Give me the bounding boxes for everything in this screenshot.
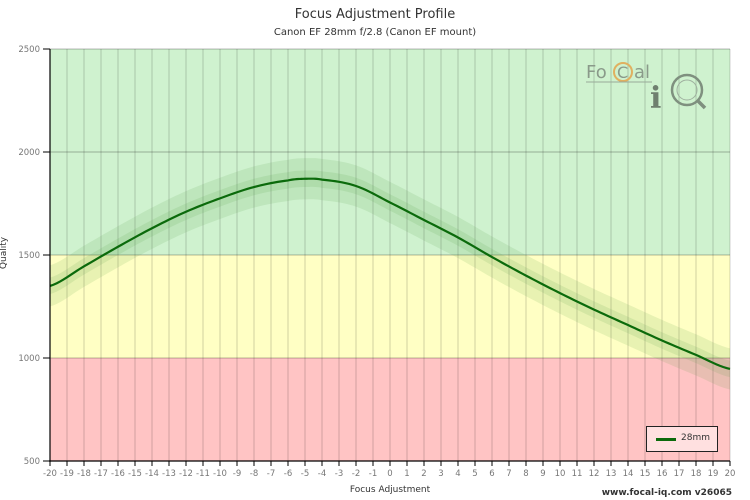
x-tick-label: 13 <box>606 469 617 479</box>
svg-text:i: i <box>650 81 661 116</box>
x-tick-label: 20 <box>725 469 736 479</box>
x-tick-label: -6 <box>284 469 292 479</box>
y-tick-label: 500 <box>24 457 40 467</box>
x-tick-label: -4 <box>318 469 326 479</box>
y-tick-label: 2500 <box>18 45 40 55</box>
x-tick-label: 19 <box>708 469 719 479</box>
x-tick-label: -8 <box>250 469 258 479</box>
x-tick-label: -2 <box>352 469 360 479</box>
x-tick-label: -7 <box>267 469 275 479</box>
legend-label-28mm: 28mm <box>681 433 710 443</box>
x-tick-label: 6 <box>489 469 494 479</box>
y-axis-label: Quality <box>0 236 10 270</box>
x-tick-label: 5 <box>472 469 477 479</box>
x-tick-label: 0 <box>387 469 392 479</box>
x-tick-label: -11 <box>196 469 210 479</box>
x-tick-label: 2 <box>421 469 426 479</box>
x-tick-label: -13 <box>162 469 176 479</box>
credit-text: www.focal-iq.com v26065 <box>601 488 732 498</box>
focal-iq-logo: Fo C al i <box>586 58 716 118</box>
zone-good <box>50 49 730 255</box>
svg-text:C: C <box>617 63 628 82</box>
x-tick-label: 15 <box>640 469 651 479</box>
x-tick-label: 3 <box>438 469 443 479</box>
chart-subtitle: Canon EF 28mm f/2.8 (Canon EF mount) <box>273 27 477 38</box>
x-tick-label: 12 <box>589 469 600 479</box>
svg-text:al: al <box>634 62 650 83</box>
x-tick-label: -9 <box>233 469 241 479</box>
x-tick-label: 14 <box>623 469 634 479</box>
x-tick-label: -16 <box>111 469 125 479</box>
x-tick-label: 9 <box>540 469 545 479</box>
x-tick-label: -12 <box>179 469 193 479</box>
x-tick-label: -1 <box>369 469 377 479</box>
y-tick-label: 1000 <box>18 354 40 364</box>
x-tick-label: 10 <box>555 469 566 479</box>
confidence-band-outer <box>50 158 730 390</box>
svg-text:Fo: Fo <box>586 62 607 83</box>
zone-ok <box>50 255 730 358</box>
x-tick-label: 4 <box>455 469 460 479</box>
x-tick-label: 7 <box>506 469 511 479</box>
x-tick-label: 1 <box>404 469 409 479</box>
legend-swatch-28mm <box>656 438 676 441</box>
x-tick-label: 18 <box>691 469 702 479</box>
x-tick-label: 17 <box>674 469 685 479</box>
x-tick-label: -17 <box>94 469 108 479</box>
x-tick-label: -19 <box>60 469 74 479</box>
x-tick-label: -3 <box>335 469 343 479</box>
x-tick-label: -10 <box>213 469 227 479</box>
x-tick-label: 11 <box>572 469 583 479</box>
x-tick-label: -15 <box>128 469 142 479</box>
y-tick-label: 1500 <box>18 251 40 261</box>
x-tick-label: -5 <box>301 469 309 479</box>
x-axis-label: Focus Adjustment <box>349 485 431 495</box>
chart-title: Focus Adjustment Profile <box>294 7 456 22</box>
zone-poor <box>50 358 730 461</box>
x-tick-label: -18 <box>77 469 91 479</box>
x-tick-label: 16 <box>657 469 668 479</box>
y-tick-label: 2000 <box>18 148 40 158</box>
x-tick-label: 8 <box>523 469 528 479</box>
x-tick-label: -20 <box>43 469 57 479</box>
x-tick-label: -14 <box>145 469 159 479</box>
series-line-28mm <box>49 177 731 370</box>
legend: 28mm <box>646 426 718 452</box>
